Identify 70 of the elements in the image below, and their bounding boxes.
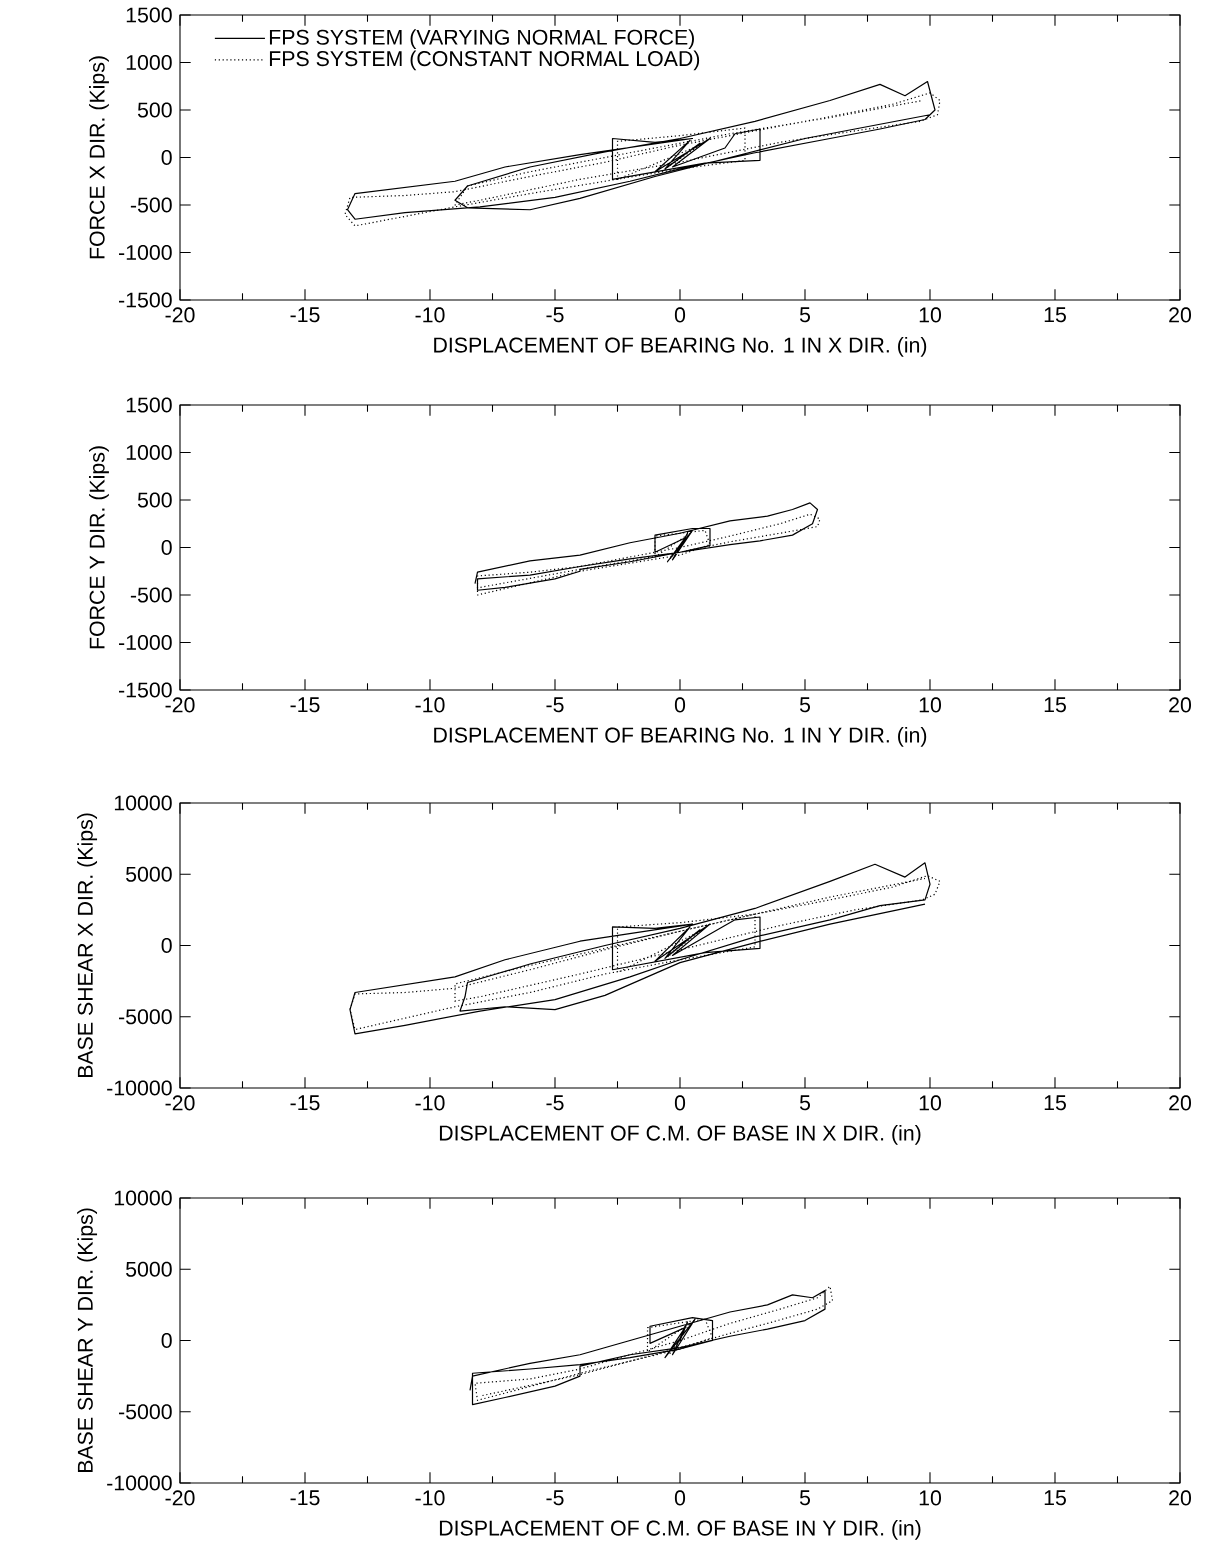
x-tick-label: 20 xyxy=(1169,1490,1192,1506)
x-tick-label: 5 xyxy=(799,1490,811,1506)
y-tick-label: 10000 xyxy=(114,1190,172,1206)
x-axis-title: DISPLACEMENT OF C.M. OF BASE IN X DIR. (in) xyxy=(439,1124,921,1145)
x-tick-label: -10 xyxy=(415,307,445,323)
x-tick-label: -15 xyxy=(290,697,320,713)
x-tick-label: 0 xyxy=(674,1095,686,1111)
y-axis-title: BASE SHEAR Y DIR. (Kips) xyxy=(77,1208,98,1473)
x-tick-label: -5 xyxy=(546,1095,564,1111)
x-tick-label: -15 xyxy=(290,1490,320,1506)
x-tick-label: 10 xyxy=(919,697,942,713)
legend-label: FPS SYSTEM (VARYING NORMAL FORCE) xyxy=(269,29,694,50)
y-axis-title: BASE SHEAR X DIR. (Kips) xyxy=(77,813,98,1078)
x-tick-label: -15 xyxy=(290,1095,320,1111)
y-tick-label: 0 xyxy=(161,1332,172,1349)
x-tick-label: 5 xyxy=(799,697,811,713)
x-tick-label: 10 xyxy=(919,1490,942,1506)
x-tick-label: 5 xyxy=(799,1095,811,1111)
x-tick-label: -20 xyxy=(165,1490,195,1506)
x-tick-label: -5 xyxy=(546,1490,564,1506)
y-axis-title: FORCE Y DIR. (Kips) xyxy=(89,446,109,649)
y-tick-label: 5000 xyxy=(126,1261,172,1277)
y-tick-label: 500 xyxy=(137,102,172,118)
x-tick-label: 20 xyxy=(1169,1095,1192,1111)
legend-label: FPS SYSTEM (CONSTANT NORMAL LOAD) xyxy=(269,50,700,71)
x-axis-title: DISPLACEMENT OF BEARING No. 1 IN X DIR. (in) xyxy=(434,336,927,357)
x-tick-label: -15 xyxy=(290,307,320,323)
y-tick-label: 1500 xyxy=(126,397,172,413)
x-tick-label: 15 xyxy=(1044,1490,1066,1506)
x-axis-title: DISPLACEMENT OF C.M. OF BASE IN Y DIR. (in) xyxy=(439,1519,921,1540)
y-tick-label: -10000 xyxy=(107,1475,172,1491)
x-tick-label: -10 xyxy=(415,1095,445,1111)
x-tick-label: -5 xyxy=(546,697,564,713)
y-tick-label: -500 xyxy=(130,587,172,603)
y-tick-label: 1000 xyxy=(126,444,172,461)
y-tick-label: -1000 xyxy=(119,634,172,651)
x-tick-label: -20 xyxy=(165,1095,195,1111)
y-tick-label: -5000 xyxy=(119,1009,172,1025)
x-tick-label: -10 xyxy=(415,1490,445,1506)
y-tick-label: 500 xyxy=(137,492,172,508)
x-tick-label: 10 xyxy=(919,307,942,323)
x-tick-label: 10 xyxy=(919,1095,942,1111)
x-tick-label: -5 xyxy=(546,307,564,323)
x-tick-label: -10 xyxy=(415,697,445,713)
x-tick-label: 20 xyxy=(1169,697,1192,713)
x-tick-label: 5 xyxy=(799,307,811,323)
y-tick-label: 10000 xyxy=(114,795,172,811)
y-tick-label: 0 xyxy=(161,149,172,166)
x-axis-title: DISPLACEMENT OF BEARING No. 1 IN Y DIR. (in) xyxy=(434,726,927,747)
y-tick-label: 1500 xyxy=(126,7,172,23)
y-tick-label: -1000 xyxy=(119,244,172,261)
x-tick-label: 15 xyxy=(1044,307,1066,323)
y-tick-label: 1000 xyxy=(126,54,172,71)
x-tick-label: 20 xyxy=(1169,307,1192,323)
y-tick-label: -500 xyxy=(130,197,172,213)
x-tick-label: 0 xyxy=(674,697,686,713)
x-tick-label: -20 xyxy=(165,697,195,713)
y-axis-title: FORCE X DIR. (Kips) xyxy=(89,56,109,259)
x-tick-label: 0 xyxy=(674,1490,686,1506)
y-tick-label: -5000 xyxy=(119,1404,172,1420)
x-tick-label: -20 xyxy=(165,307,195,323)
y-tick-label: -10000 xyxy=(107,1080,172,1096)
y-tick-label: 0 xyxy=(161,937,172,954)
y-tick-label: 5000 xyxy=(126,866,172,882)
x-tick-label: 0 xyxy=(674,307,686,323)
y-tick-label: 0 xyxy=(161,539,172,556)
x-tick-label: 15 xyxy=(1044,1095,1066,1111)
x-tick-label: 15 xyxy=(1044,697,1066,713)
y-tick-label: -1500 xyxy=(119,682,172,698)
y-tick-label: -1500 xyxy=(119,292,172,308)
